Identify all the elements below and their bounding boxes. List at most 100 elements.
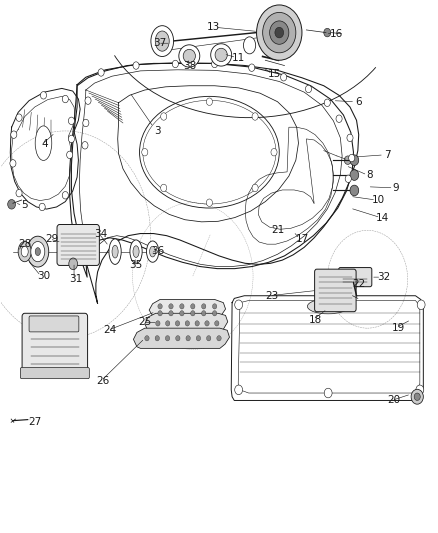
FancyBboxPatch shape xyxy=(314,269,356,312)
Circle shape xyxy=(416,385,424,394)
Text: 17: 17 xyxy=(295,234,309,244)
Text: 19: 19 xyxy=(392,322,405,333)
Circle shape xyxy=(345,175,351,182)
Circle shape xyxy=(411,389,424,404)
Text: 15: 15 xyxy=(268,69,282,79)
Circle shape xyxy=(205,321,209,326)
Circle shape xyxy=(324,28,331,37)
Text: 22: 22 xyxy=(352,279,365,288)
Circle shape xyxy=(155,321,160,326)
Circle shape xyxy=(252,184,258,192)
Circle shape xyxy=(169,304,173,309)
Circle shape xyxy=(158,304,162,309)
Circle shape xyxy=(166,321,170,326)
Ellipse shape xyxy=(133,246,139,257)
Polygon shape xyxy=(134,328,230,349)
Text: 20: 20 xyxy=(387,395,400,406)
Text: 13: 13 xyxy=(207,22,220,33)
Circle shape xyxy=(417,300,425,310)
Text: 16: 16 xyxy=(329,29,343,39)
FancyBboxPatch shape xyxy=(22,313,88,377)
Circle shape xyxy=(155,336,159,341)
Polygon shape xyxy=(149,300,226,320)
Ellipse shape xyxy=(18,241,31,262)
Ellipse shape xyxy=(211,44,232,66)
Text: 3: 3 xyxy=(155,126,161,136)
Text: 14: 14 xyxy=(376,213,389,223)
Text: 21: 21 xyxy=(271,225,285,236)
Circle shape xyxy=(161,184,167,192)
Ellipse shape xyxy=(307,299,349,314)
Circle shape xyxy=(191,304,195,309)
Circle shape xyxy=(83,119,89,127)
FancyBboxPatch shape xyxy=(29,316,79,332)
Circle shape xyxy=(349,155,355,162)
Text: 9: 9 xyxy=(392,183,399,193)
Circle shape xyxy=(323,296,331,305)
Circle shape xyxy=(347,134,353,142)
Text: 7: 7 xyxy=(384,150,390,160)
Circle shape xyxy=(263,12,296,53)
Circle shape xyxy=(305,85,311,93)
Circle shape xyxy=(206,98,212,106)
Text: 25: 25 xyxy=(138,317,152,327)
Text: 24: 24 xyxy=(103,325,117,335)
Circle shape xyxy=(207,336,211,341)
Circle shape xyxy=(212,60,218,68)
Circle shape xyxy=(414,393,420,400)
Circle shape xyxy=(206,199,212,206)
Circle shape xyxy=(145,336,149,341)
FancyBboxPatch shape xyxy=(339,268,372,287)
Text: 36: 36 xyxy=(151,246,165,255)
Text: 38: 38 xyxy=(183,61,196,70)
Text: 10: 10 xyxy=(372,195,385,205)
Circle shape xyxy=(98,69,104,76)
Ellipse shape xyxy=(151,26,173,56)
Circle shape xyxy=(142,149,148,156)
Ellipse shape xyxy=(155,31,169,51)
Text: 31: 31 xyxy=(70,274,83,284)
Circle shape xyxy=(350,155,359,165)
Text: 30: 30 xyxy=(37,271,50,281)
Text: 4: 4 xyxy=(41,139,48,149)
FancyBboxPatch shape xyxy=(20,368,89,378)
Text: 27: 27 xyxy=(28,417,41,427)
Circle shape xyxy=(201,311,206,316)
Circle shape xyxy=(10,160,16,167)
Ellipse shape xyxy=(109,239,121,264)
Circle shape xyxy=(212,304,217,309)
Circle shape xyxy=(133,62,139,69)
Circle shape xyxy=(158,311,162,316)
Circle shape xyxy=(336,115,342,123)
Text: 32: 32 xyxy=(378,272,391,282)
Ellipse shape xyxy=(215,49,227,62)
Circle shape xyxy=(62,191,68,199)
Ellipse shape xyxy=(35,126,52,160)
Polygon shape xyxy=(145,313,228,333)
Circle shape xyxy=(172,60,178,68)
Circle shape xyxy=(324,99,330,107)
Circle shape xyxy=(235,300,243,310)
Text: 8: 8 xyxy=(366,170,373,180)
Circle shape xyxy=(195,321,199,326)
Circle shape xyxy=(344,156,351,165)
Circle shape xyxy=(176,336,180,341)
FancyBboxPatch shape xyxy=(57,224,99,265)
Ellipse shape xyxy=(21,246,28,257)
Circle shape xyxy=(350,185,359,196)
Circle shape xyxy=(201,304,206,309)
Circle shape xyxy=(270,21,289,44)
Circle shape xyxy=(275,27,284,38)
Circle shape xyxy=(281,74,287,81)
Text: 29: 29 xyxy=(46,234,59,244)
Text: 37: 37 xyxy=(153,38,167,48)
Text: 28: 28 xyxy=(18,239,32,249)
Ellipse shape xyxy=(244,37,256,54)
Ellipse shape xyxy=(112,245,118,258)
Ellipse shape xyxy=(183,50,195,62)
Circle shape xyxy=(8,199,15,209)
Circle shape xyxy=(257,5,302,60)
Text: 11: 11 xyxy=(232,53,245,62)
Circle shape xyxy=(68,117,74,125)
Circle shape xyxy=(68,135,74,143)
